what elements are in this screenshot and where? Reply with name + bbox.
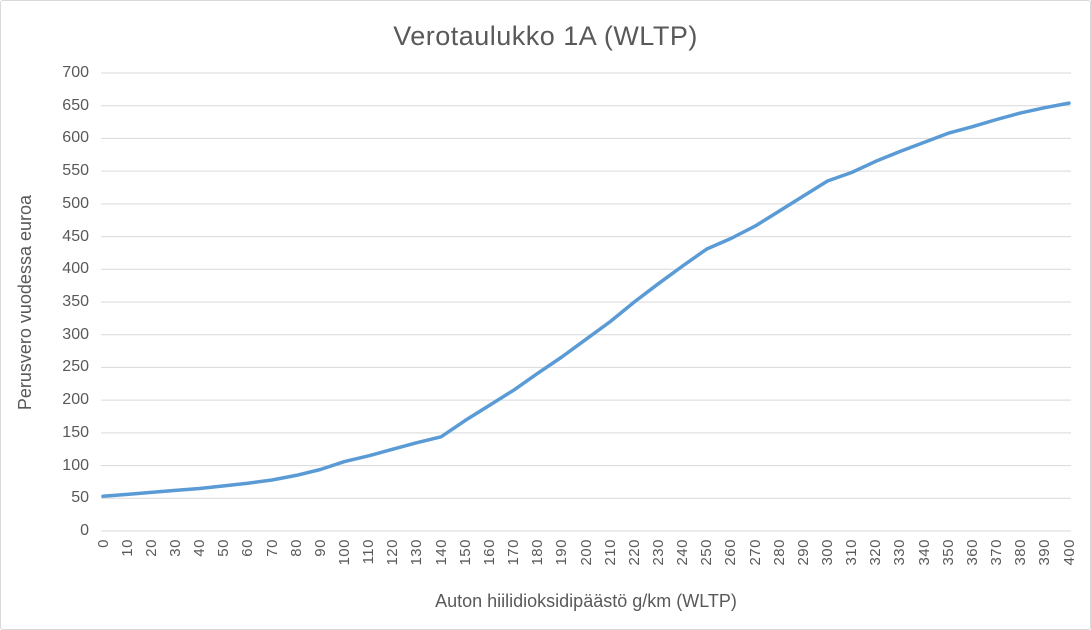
x-tick-label: 390 [1036,539,1054,566]
x-tick-label: 70 [263,539,281,557]
x-tick-label: 230 [649,539,667,566]
x-tick-label: 180 [529,539,547,566]
y-tick-label: 200 [62,391,89,409]
x-tick-label: 170 [505,539,523,566]
y-tick-label: 350 [62,293,89,310]
x-tick-label: 50 [215,539,233,557]
x-tick-label: 90 [311,539,329,557]
tax-curve-line [101,101,1071,499]
chart-title: Verotaulukko 1A (WLTP) [393,21,698,51]
y-tick-label: 550 [62,162,89,180]
x-tick-label: 60 [239,539,257,557]
x-tick-label: 400 [1060,539,1078,566]
y-tick-label: 0 [80,522,89,539]
x-tick-label: 360 [963,539,981,566]
x-tick-label: 310 [843,539,861,566]
x-tick-label: 160 [480,539,498,566]
x-tick-label: 150 [456,539,474,566]
x-tick-label: 270 [746,539,764,566]
x-tick-label: 120 [384,539,402,566]
x-tick-label: 240 [674,539,692,566]
x-tick-label: 330 [891,539,909,566]
x-axis-title: Auton hiilidioksidipäästö g/km (WLTP) [435,591,737,611]
x-tick-label: 300 [819,539,836,566]
x-tick-label: 110 [360,539,378,565]
x-tick-label: 100 [336,539,353,566]
x-tick-label: 350 [939,539,957,566]
y-tick-label: 400 [62,260,89,278]
y-tick-label: 100 [62,456,89,474]
y-tick-label: 600 [62,129,89,147]
y-tick-label: 50 [71,489,89,507]
x-tick-label: 250 [698,539,716,566]
x-tick-label: 20 [142,539,160,557]
y-tick-label: 500 [62,194,89,212]
y-tick-label: 250 [62,358,89,376]
y-axis-title: Perusvero vuodessa euroa [15,195,35,411]
x-tick-label: 80 [287,539,305,557]
y-tick-label: 650 [62,96,89,114]
x-tick-label: 200 [577,539,595,566]
x-tick-label: 130 [408,539,426,566]
x-tick-label: 290 [794,539,812,566]
x-tick-label: 260 [722,539,740,566]
y-tick-label: 450 [62,227,89,245]
x-tick-label: 320 [867,539,885,566]
x-tick-label: 340 [915,539,933,566]
y-tick-label: 150 [62,423,89,441]
x-tick-label: 280 [770,539,788,566]
x-tick-label: 140 [432,539,450,566]
x-tick-label: 40 [191,539,209,557]
y-tick-label: 700 [62,64,89,81]
x-tick-label: 370 [988,539,1006,566]
x-tick-label: 0 [94,539,112,548]
x-tick-label: 220 [625,539,643,566]
x-tick-label: 30 [166,539,184,557]
x-tick-label: 380 [1012,539,1030,566]
y-tick-label: 300 [62,325,89,343]
x-tick-label: 190 [553,539,571,566]
x-tick-label: 10 [118,539,136,557]
x-tick-label: 210 [601,539,619,566]
